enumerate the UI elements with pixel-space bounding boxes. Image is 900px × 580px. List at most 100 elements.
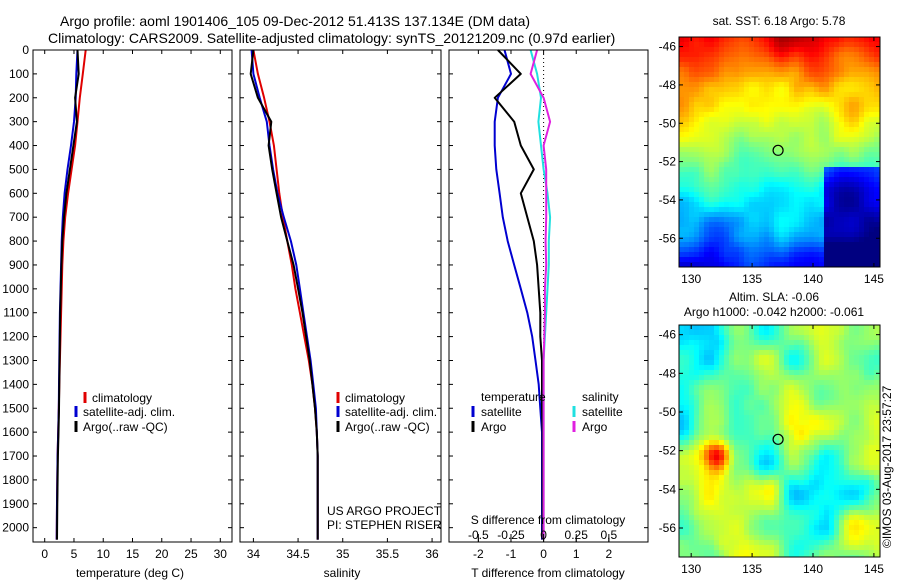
heatmap-cell	[809, 172, 815, 178]
heatmap-cell	[734, 520, 740, 526]
heatmap-cell	[774, 475, 780, 481]
heatmap-cell	[699, 515, 705, 521]
heatmap-cell	[794, 212, 800, 218]
heatmap-cell	[794, 505, 800, 511]
heatmap-cell	[824, 465, 830, 471]
heatmap-cell	[809, 72, 815, 78]
heatmap-cell	[774, 57, 780, 63]
heatmap-cell	[814, 475, 820, 481]
heatmap-cell	[779, 470, 785, 476]
heatmap-cell	[819, 545, 825, 551]
heatmap-cell	[744, 535, 750, 541]
heatmap-cell	[789, 57, 795, 63]
heatmap-cell	[694, 335, 700, 341]
title-line-1: Argo profile: aoml 1901406_105 09-Dec-20…	[60, 13, 530, 29]
heatmap-cell	[874, 167, 880, 173]
heatmap-cell	[749, 187, 755, 193]
heatmap-cell	[809, 117, 815, 123]
heatmap-cell	[729, 62, 735, 68]
heatmap-cell	[819, 530, 825, 536]
heatmap-cell	[814, 172, 820, 178]
heatmap-cell	[689, 440, 695, 446]
heatmap-cell	[839, 37, 845, 43]
heatmap-cell	[744, 187, 750, 193]
heatmap-cell	[874, 102, 880, 108]
heatmap-cell	[829, 237, 835, 243]
heatmap-cell	[859, 335, 865, 341]
heatmap-cell	[759, 62, 765, 68]
heatmap-cell	[759, 197, 765, 203]
heatmap-cell	[734, 217, 740, 223]
heatmap-cell	[704, 152, 710, 158]
heatmap-cell	[819, 350, 825, 356]
heatmap-cell	[734, 430, 740, 436]
heatmap-cell	[709, 67, 715, 73]
heatmap-cell	[724, 500, 730, 506]
heatmap-cell	[744, 385, 750, 391]
heatmap-cell	[764, 202, 770, 208]
heatmap-cell	[849, 247, 855, 253]
heatmap-cell	[874, 182, 880, 188]
heatmap-cell	[854, 72, 860, 78]
heatmap-cell	[724, 87, 730, 93]
heatmap-cell	[854, 495, 860, 501]
heatmap-cell	[849, 187, 855, 193]
heatmap-cell	[809, 262, 815, 267]
heatmap-cell	[794, 555, 800, 557]
heatmap-cell	[869, 415, 875, 421]
heatmap-cell	[824, 515, 830, 521]
heatmap-cell	[844, 137, 850, 143]
heatmap-cell	[809, 232, 815, 238]
heatmap-cell	[824, 177, 830, 183]
heatmap-cell	[859, 252, 865, 258]
heatmap-cell	[724, 415, 730, 421]
heatmap-cell	[744, 72, 750, 78]
heatmap-cell	[684, 92, 690, 98]
heatmap-cell	[744, 227, 750, 233]
heatmap-cell	[749, 132, 755, 138]
heatmap-cell	[769, 385, 775, 391]
heatmap-cell	[829, 257, 835, 263]
heatmap-cell	[699, 237, 705, 243]
heatmap-cell	[804, 350, 810, 356]
heatmap-cell	[864, 262, 870, 267]
heatmap-cell	[754, 540, 760, 546]
heatmap-cell	[809, 87, 815, 93]
heatmap-cell	[699, 415, 705, 421]
heatmap-cell	[694, 375, 700, 381]
heatmap-cell	[789, 340, 795, 346]
y-tick-label: -50	[659, 116, 677, 130]
heatmap-cell	[794, 37, 800, 43]
heatmap-cell	[789, 172, 795, 178]
heatmap-cell	[734, 490, 740, 496]
heatmap-cell	[869, 242, 875, 248]
heatmap-cell	[864, 550, 870, 556]
heatmap-cell	[804, 420, 810, 426]
heatmap-cell	[764, 535, 770, 541]
heatmap-cell	[874, 385, 880, 391]
heatmap-cell	[824, 127, 830, 133]
heatmap-cell	[764, 495, 770, 501]
heatmap-cell	[724, 222, 730, 228]
heatmap-cell	[709, 350, 715, 356]
heatmap-cell	[729, 525, 735, 531]
heatmap-cell	[854, 37, 860, 43]
heatmap-cell	[744, 415, 750, 421]
heatmap-cell	[864, 222, 870, 228]
heatmap-cell	[819, 465, 825, 471]
heatmap-cell	[694, 345, 700, 351]
heatmap-cell	[784, 187, 790, 193]
heatmap-cell	[824, 77, 830, 83]
heatmap-cell	[779, 410, 785, 416]
heatmap-cell	[729, 217, 735, 223]
heatmap-cell	[874, 380, 880, 386]
heatmap-cell	[684, 365, 690, 371]
heatmap-cell	[679, 365, 685, 371]
heatmap-cell	[869, 197, 875, 203]
heatmap-cell	[689, 202, 695, 208]
heatmap-cell	[789, 355, 795, 361]
heatmap-cell	[814, 530, 820, 536]
heatmap-cell	[729, 500, 735, 506]
heatmap-cell	[789, 37, 795, 43]
heatmap-cell	[739, 242, 745, 248]
